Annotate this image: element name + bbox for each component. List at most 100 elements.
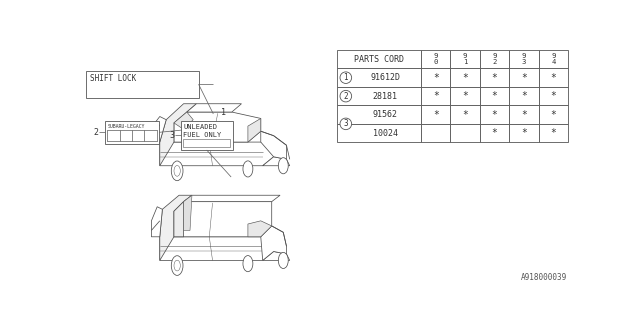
Text: 2: 2	[93, 128, 98, 137]
Text: *: *	[462, 91, 468, 101]
Bar	[180, 121, 233, 150]
Text: *: *	[492, 91, 497, 101]
Ellipse shape	[243, 256, 253, 272]
Bar	[107, 130, 157, 141]
Circle shape	[340, 90, 351, 102]
Bar	[337, 50, 421, 68]
Text: SUBARU-LEGACY: SUBARU-LEGACY	[107, 124, 145, 129]
Circle shape	[340, 72, 351, 84]
Text: 28181: 28181	[373, 92, 398, 101]
Polygon shape	[160, 104, 196, 166]
Bar	[509, 50, 539, 68]
Ellipse shape	[174, 165, 180, 176]
Bar	[337, 124, 421, 142]
Bar	[421, 68, 451, 87]
Polygon shape	[160, 237, 274, 260]
Text: 3: 3	[169, 131, 174, 140]
Bar	[421, 50, 451, 68]
Bar	[451, 68, 480, 87]
Text: UNLEADED: UNLEADED	[183, 124, 217, 130]
Ellipse shape	[278, 158, 288, 174]
Bar	[105, 121, 159, 144]
Bar	[539, 68, 568, 87]
Bar	[480, 87, 509, 105]
Text: PARTS CORD: PARTS CORD	[354, 55, 404, 64]
Text: 3: 3	[344, 119, 348, 128]
Ellipse shape	[278, 252, 288, 268]
Bar	[509, 87, 539, 105]
Text: *: *	[550, 73, 556, 83]
Polygon shape	[174, 202, 184, 237]
Bar	[337, 87, 421, 105]
Polygon shape	[160, 195, 192, 260]
Bar	[421, 87, 451, 105]
Text: 9
2: 9 2	[492, 53, 497, 65]
Bar	[539, 87, 568, 105]
Bar	[145, 130, 157, 141]
Ellipse shape	[172, 256, 183, 276]
Ellipse shape	[172, 161, 183, 181]
Bar	[451, 105, 480, 124]
Polygon shape	[262, 157, 290, 166]
Text: A918000039: A918000039	[520, 273, 566, 282]
Bar	[539, 105, 568, 124]
Text: *: *	[433, 73, 438, 83]
Bar	[421, 124, 451, 142]
Text: *: *	[521, 128, 527, 138]
Polygon shape	[184, 195, 192, 230]
Bar	[337, 68, 421, 87]
Bar	[86, 71, 198, 98]
Text: FUEL ONLY: FUEL ONLY	[183, 132, 221, 138]
Text: *: *	[492, 128, 497, 138]
Polygon shape	[174, 112, 193, 129]
Polygon shape	[152, 116, 166, 142]
Text: 10024: 10024	[373, 129, 398, 138]
Text: 9
3: 9 3	[522, 53, 526, 65]
Text: 1: 1	[221, 108, 226, 117]
Text: *: *	[521, 73, 527, 83]
Text: 91612D: 91612D	[371, 73, 401, 82]
Polygon shape	[248, 221, 272, 237]
Bar	[480, 68, 509, 87]
Text: *: *	[550, 110, 556, 120]
Text: *: *	[550, 91, 556, 101]
Text: 9
4: 9 4	[551, 53, 556, 65]
Polygon shape	[260, 131, 287, 159]
Text: SHIFT LOCK: SHIFT LOCK	[90, 74, 136, 83]
Bar	[421, 105, 451, 124]
Polygon shape	[262, 252, 290, 260]
Polygon shape	[160, 142, 274, 166]
Polygon shape	[184, 195, 280, 202]
Text: *: *	[492, 110, 497, 120]
Bar	[509, 124, 539, 142]
Bar	[451, 50, 480, 68]
Polygon shape	[260, 226, 287, 260]
Bar	[480, 124, 509, 142]
Bar	[539, 50, 568, 68]
Text: 9
0: 9 0	[433, 53, 438, 65]
Text: *: *	[462, 73, 468, 83]
Text: 2: 2	[344, 92, 348, 101]
Bar	[480, 50, 509, 68]
Bar	[183, 139, 230, 147]
Ellipse shape	[243, 161, 253, 177]
Bar	[539, 124, 568, 142]
Text: *: *	[550, 128, 556, 138]
Polygon shape	[248, 118, 260, 142]
Text: 91562: 91562	[373, 110, 398, 119]
Text: *: *	[462, 110, 468, 120]
Bar	[120, 130, 132, 141]
Ellipse shape	[174, 260, 180, 271]
Text: *: *	[521, 91, 527, 101]
Bar	[337, 105, 421, 124]
Bar	[480, 105, 509, 124]
Text: 1: 1	[344, 73, 348, 82]
Bar	[132, 130, 145, 141]
Bar	[107, 130, 120, 141]
Polygon shape	[174, 202, 272, 237]
Bar	[509, 68, 539, 87]
Polygon shape	[187, 104, 241, 112]
Polygon shape	[174, 112, 260, 142]
Bar	[451, 87, 480, 105]
Text: *: *	[521, 110, 527, 120]
